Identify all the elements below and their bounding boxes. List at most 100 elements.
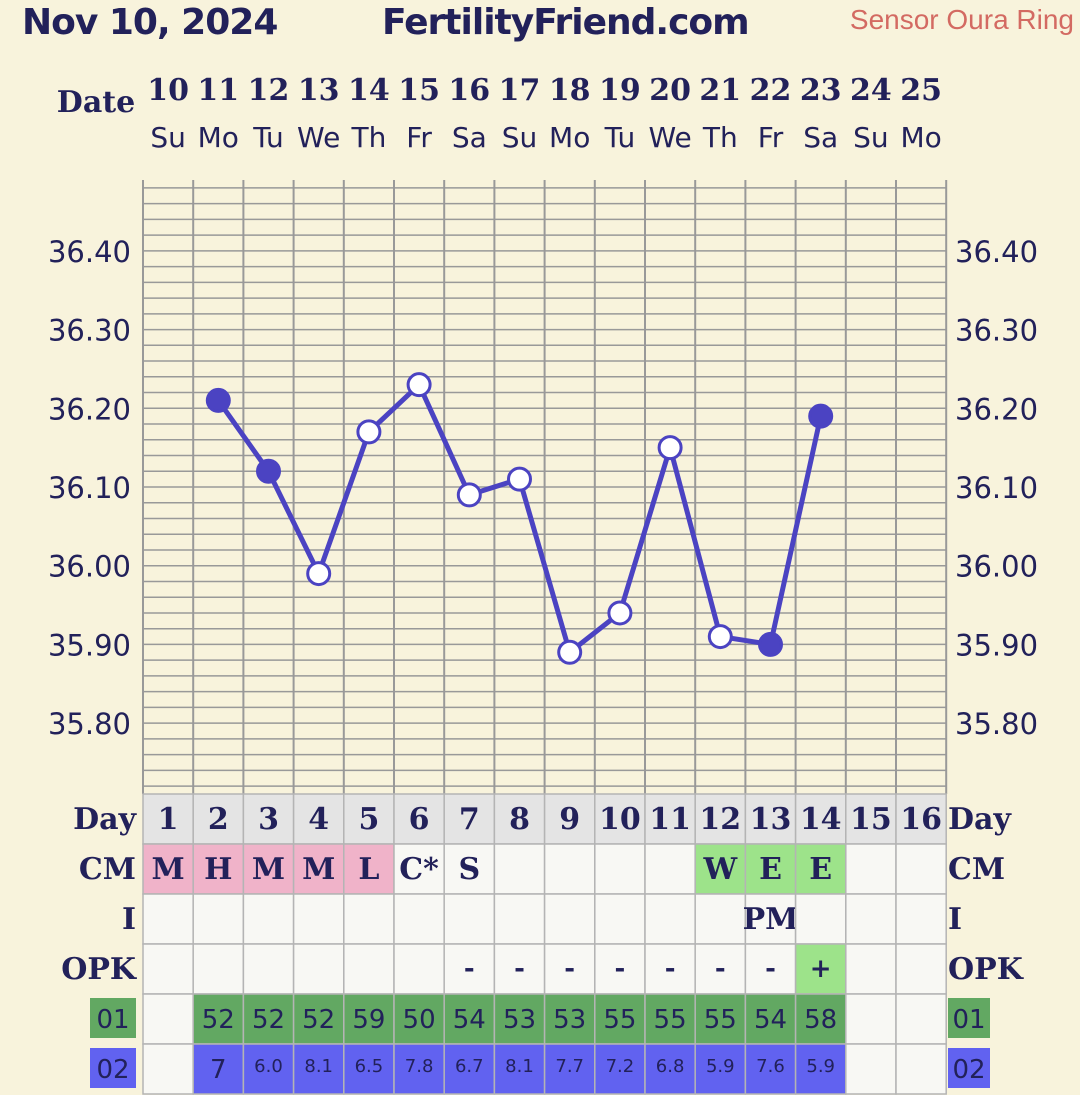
o2-value: 7	[210, 1055, 227, 1085]
i-cell	[393, 893, 445, 945]
cm-cell	[594, 843, 646, 895]
weekday-label: Su	[853, 121, 889, 154]
day-value: 13	[750, 802, 792, 837]
opk-value: -	[514, 954, 525, 984]
cm-label-left: CM	[79, 852, 136, 887]
cm-cell	[393, 843, 445, 895]
o2-cell	[744, 1043, 797, 1095]
cm-value: L	[358, 852, 379, 887]
temperature-point	[205, 387, 231, 413]
o2-label-box-left	[90, 1048, 136, 1088]
date-number: 12	[248, 73, 290, 108]
i-cell	[343, 893, 395, 945]
o1-value: 53	[553, 1005, 586, 1035]
sensor-label: Sensor Oura Ring	[849, 4, 1074, 35]
weekday-label: Fr	[758, 121, 784, 154]
day-cell	[594, 793, 646, 845]
i-label-left: I	[122, 902, 136, 937]
opk-cell	[543, 943, 596, 995]
weekday-label: Tu	[252, 121, 284, 154]
day-value: 11	[649, 802, 691, 837]
day-value: 2	[208, 802, 229, 837]
weekday-label: Th	[702, 121, 738, 154]
day-value: 6	[409, 802, 430, 837]
date-number: 22	[750, 73, 792, 108]
day-cell	[543, 793, 596, 845]
day-value: 7	[459, 802, 480, 837]
o1-label-left: 01	[96, 1005, 129, 1035]
o1-value: 59	[352, 1005, 385, 1035]
weekday-label: Th	[350, 121, 386, 154]
y-tick-label-left: 35.90	[48, 628, 131, 662]
i-value: PM	[743, 902, 799, 937]
o1-cell	[895, 993, 947, 1045]
o1-value: 52	[202, 1005, 235, 1035]
day-value: 10	[599, 802, 641, 837]
opk-value: -	[615, 954, 626, 984]
cm-value: M	[302, 852, 335, 887]
o2-cell	[794, 1043, 847, 1095]
o1-label-box-right	[948, 998, 990, 1038]
o1-label-right: 01	[952, 1005, 985, 1035]
o1-cell	[493, 993, 546, 1045]
opk-value: -	[715, 954, 726, 984]
weekday-label: Mo	[198, 121, 239, 154]
cm-cell	[895, 843, 947, 895]
date-number: 16	[448, 73, 490, 108]
day-value: 3	[258, 802, 279, 837]
day-cell	[644, 793, 696, 845]
weekday-label: Fr	[406, 121, 432, 154]
opk-cell	[644, 943, 696, 995]
day-value: 4	[308, 802, 329, 837]
cm-cell	[543, 843, 596, 895]
i-cell	[694, 893, 747, 945]
opk-label-right: OPK	[948, 952, 1024, 987]
o2-cell	[895, 1043, 947, 1095]
y-tick-label-left: 36.10	[48, 471, 131, 505]
y-tick-label-right: 36.40	[955, 235, 1038, 269]
date-number: 14	[348, 73, 390, 108]
o1-cell	[343, 993, 395, 1045]
date-number: 23	[800, 73, 842, 108]
weekday-label: Su	[150, 121, 186, 154]
o1-value: 55	[603, 1005, 636, 1035]
o1-value: 52	[252, 1005, 285, 1035]
date-number: 18	[549, 73, 591, 108]
site-name[interactable]: FertilityFriend.com	[382, 2, 750, 43]
opk-cell	[694, 943, 747, 995]
date-number: 15	[398, 73, 440, 108]
o2-value: 6.8	[656, 1056, 685, 1077]
opk-cell	[343, 943, 395, 995]
opk-value: -	[464, 954, 475, 984]
y-tick-label-left: 36.30	[48, 314, 131, 348]
y-tick-label-left: 36.20	[48, 392, 131, 426]
temperature-point	[256, 458, 281, 484]
y-tick-label-right: 36.10	[955, 471, 1038, 505]
weekday-label: We	[297, 121, 340, 154]
o2-cell	[493, 1043, 546, 1095]
i-cell	[644, 893, 696, 945]
o2-label-left: 02	[96, 1055, 129, 1085]
y-tick-label-right: 36.30	[955, 314, 1038, 348]
date-number: 13	[298, 73, 340, 108]
cm-value: E	[759, 852, 782, 887]
o1-value: 54	[754, 1005, 787, 1035]
date-label: Date	[57, 85, 135, 120]
i-cell	[443, 893, 496, 945]
temperature-point	[657, 435, 683, 461]
o2-cell	[543, 1043, 596, 1095]
temperature-point	[356, 419, 382, 445]
y-tick-label-right: 36.20	[955, 392, 1038, 426]
day-value: 15	[850, 802, 892, 837]
i-cell	[242, 893, 295, 945]
y-tick-label-right: 35.90	[955, 628, 1038, 662]
day-value: 1	[158, 802, 179, 837]
o2-value: 5.9	[806, 1056, 835, 1077]
cm-value: H	[204, 852, 232, 887]
o2-value: 6.7	[455, 1056, 484, 1077]
i-cell	[895, 893, 947, 945]
o2-label-right: 02	[952, 1055, 985, 1085]
o2-value: 7.7	[555, 1056, 584, 1077]
o2-label-box-right	[948, 1048, 990, 1088]
